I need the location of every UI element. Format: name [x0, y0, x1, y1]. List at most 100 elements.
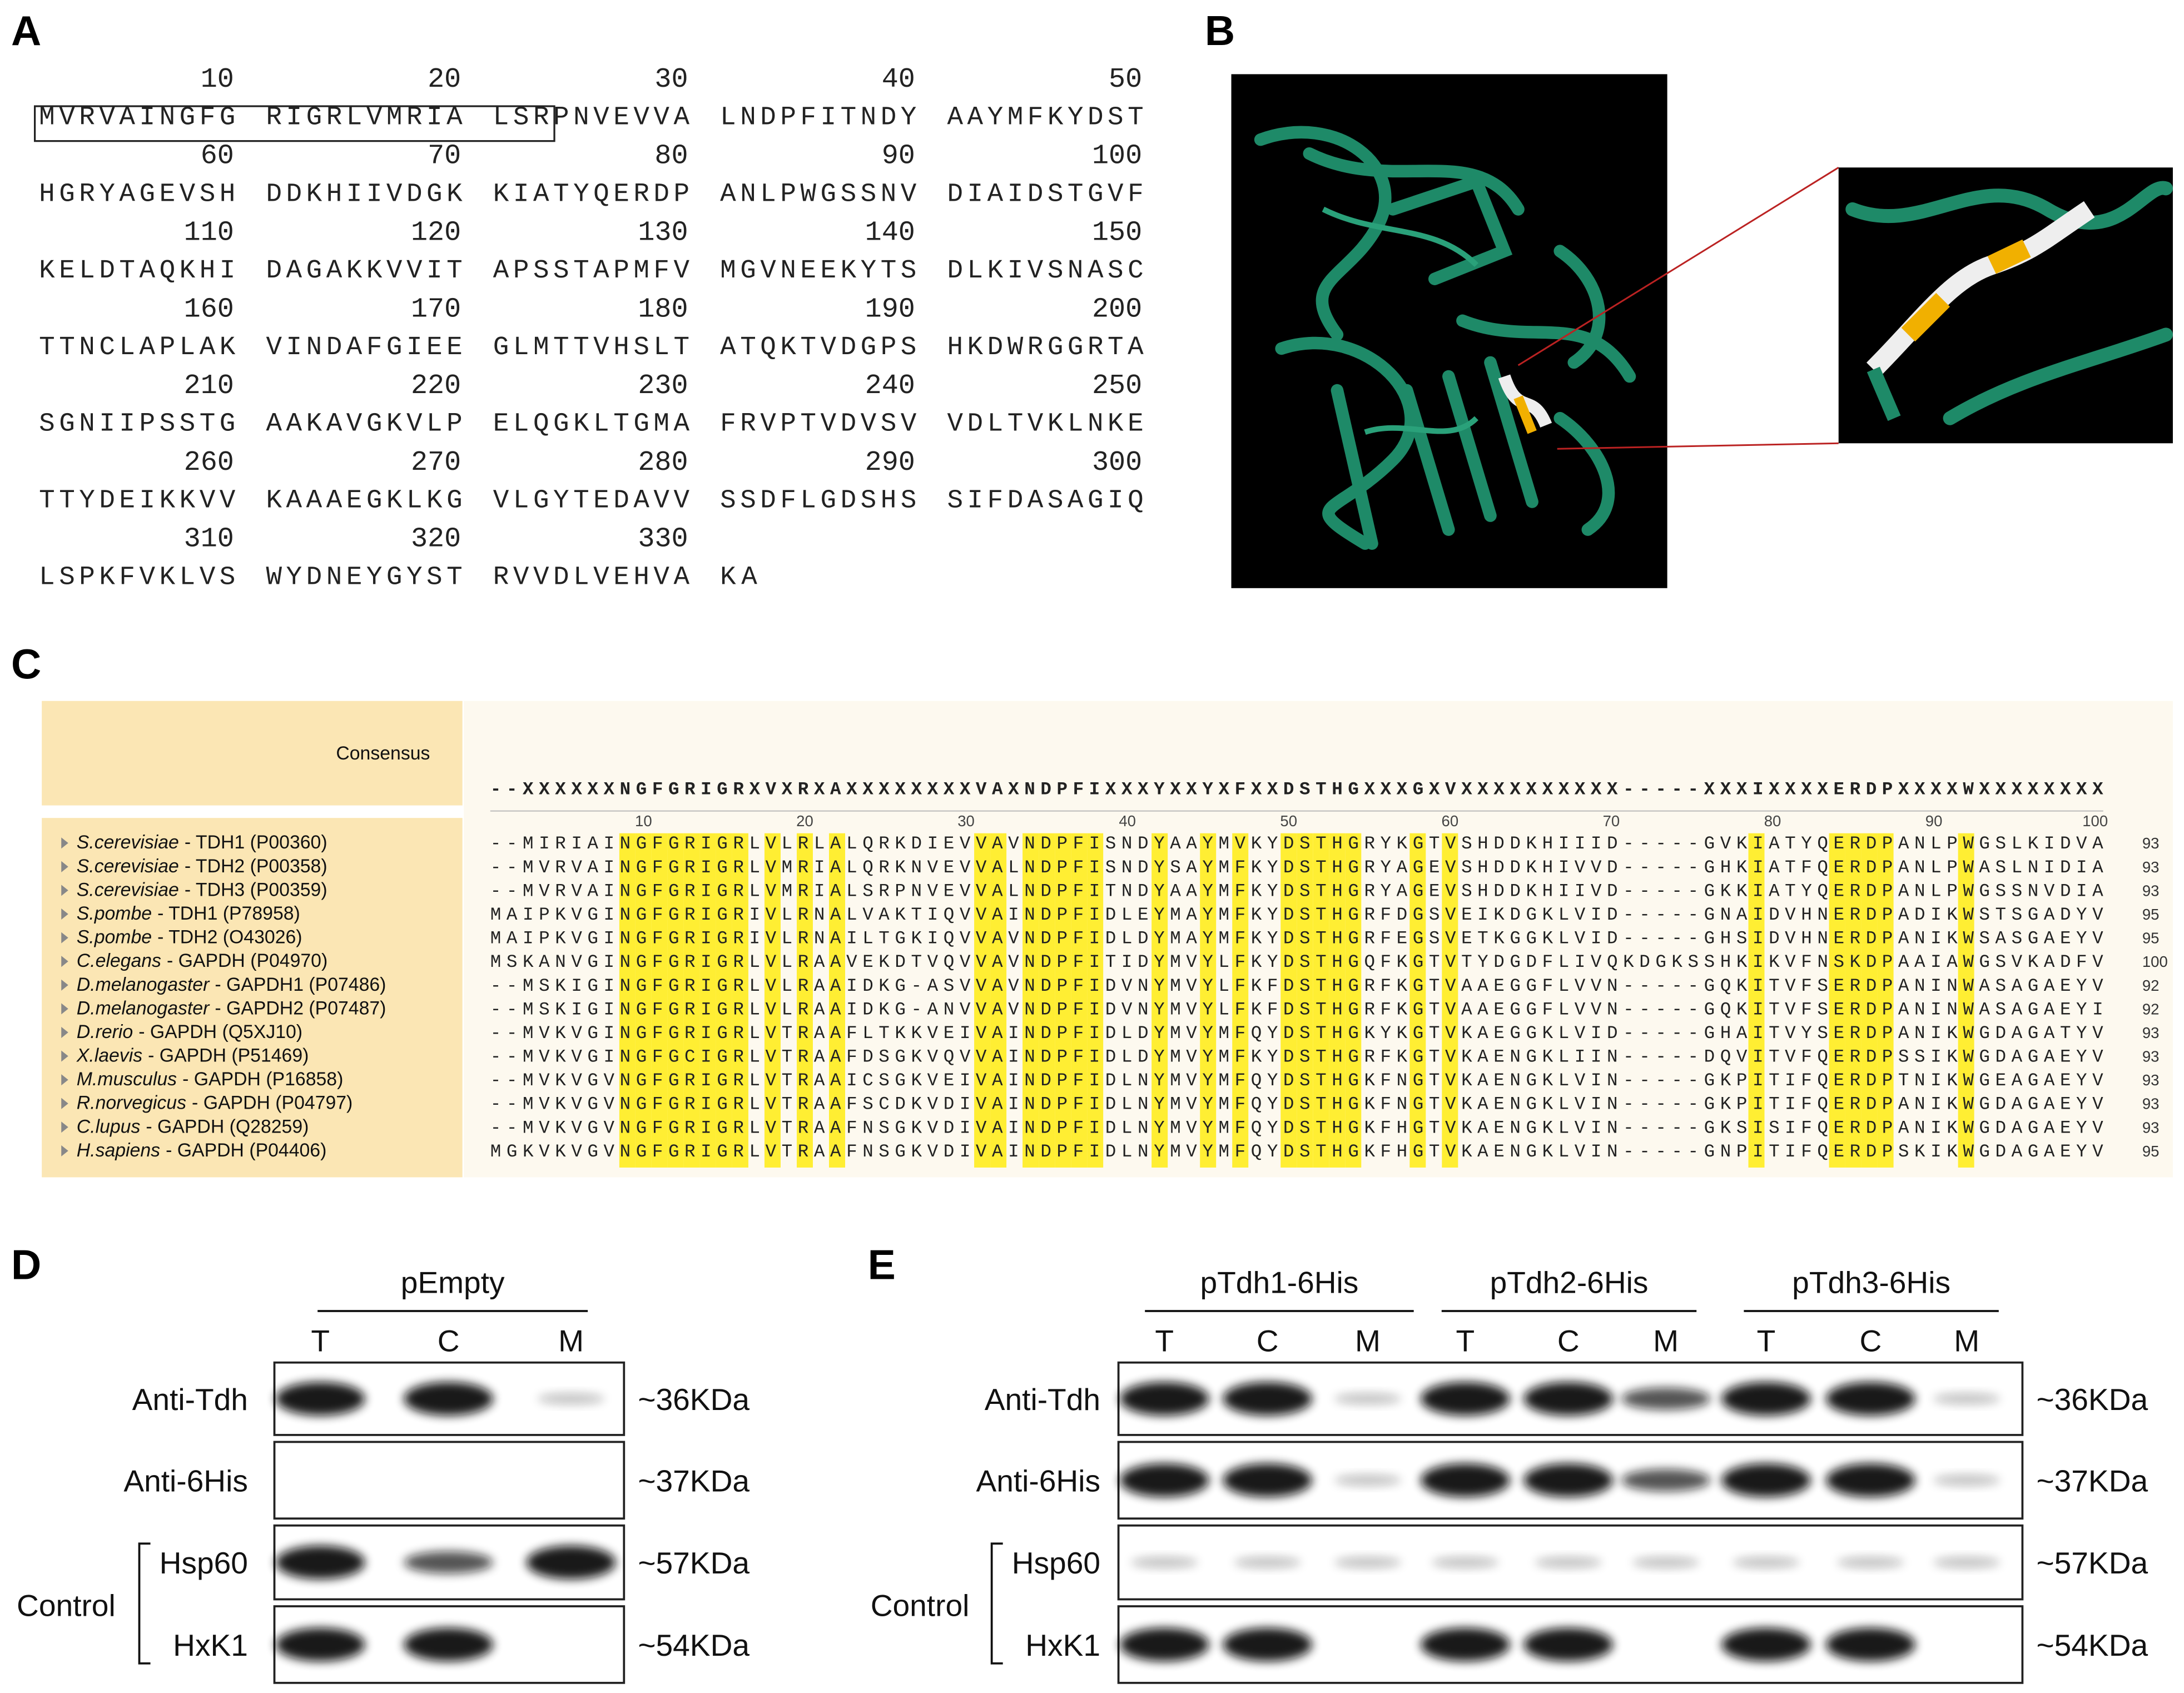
- row-end-number: 95: [2142, 906, 2160, 923]
- band: [537, 1393, 605, 1404]
- protein-name: - GAPDH2 (P07487): [215, 997, 386, 1019]
- sequence-block: RIGRLVMRIA: [266, 103, 463, 133]
- sequence-block: ATQKTVDGPS: [720, 332, 916, 363]
- antibody-label: HxK1: [1025, 1628, 1100, 1662]
- species-name: S.cerevisiae: [77, 832, 179, 853]
- residue-number: 320: [411, 524, 461, 555]
- group-bracket: [990, 1542, 1003, 1665]
- row-arrow: [61, 956, 68, 967]
- protein-name: - GAPDH (P16858): [182, 1069, 343, 1090]
- consensus-label: Consensus: [336, 743, 430, 764]
- conserved-column: [1345, 833, 1362, 1168]
- conserved-column: [1200, 833, 1217, 1168]
- antibody-label: Anti-6His: [123, 1463, 248, 1498]
- species-label: H.sapiens - GAPDH (P04406): [77, 1140, 327, 1161]
- residue-number: 130: [638, 217, 688, 249]
- lane-label: C: [1257, 1324, 1279, 1358]
- species-label: C.lupus - GAPDH (Q28259): [77, 1116, 309, 1137]
- highlights: [619, 833, 1974, 1168]
- sequence-block: AAYMFKYDST: [947, 103, 1143, 133]
- band: [1334, 1393, 1402, 1404]
- sequence-block: HGRYAGEVSH: [39, 179, 235, 209]
- size-label: ~36KDa: [2036, 1382, 2148, 1417]
- sequence-block: MGVNEEKYTS: [720, 256, 916, 286]
- size-label: ~37KDa: [2036, 1463, 2148, 1498]
- condition-label: pTdh1-6His: [1200, 1265, 1359, 1299]
- row-arrow: [61, 1026, 68, 1038]
- band: [1621, 1469, 1711, 1492]
- band: [1837, 1557, 1904, 1568]
- row-end-number: 100: [2142, 953, 2168, 970]
- band: [1131, 1557, 1198, 1568]
- sequence-block: VLGYTEDAVV: [493, 486, 690, 516]
- sequence-block: LNDPFITNDY: [720, 103, 916, 133]
- band: [1523, 1382, 1613, 1416]
- band: [1523, 1463, 1613, 1497]
- panel-label: A: [11, 7, 41, 54]
- conserved-column: [619, 833, 636, 1168]
- conserved-column: [1409, 833, 1426, 1168]
- band: [1120, 1382, 1209, 1416]
- conserved-column: [651, 833, 668, 1168]
- residue-number: 10: [201, 64, 234, 96]
- conserved-column: [635, 833, 652, 1168]
- conserved-column: [1861, 833, 1878, 1168]
- band: [1733, 1557, 1800, 1568]
- residue-number: 330: [638, 524, 688, 555]
- conserved-column: [1232, 833, 1249, 1168]
- species-label: S.pombe - TDH2 (O43026): [77, 927, 302, 948]
- band: [1421, 1382, 1510, 1416]
- sequence-block: VINDAFGIEE: [266, 332, 462, 363]
- conserved-column: [699, 833, 716, 1168]
- ruler-number: 80: [1764, 812, 1781, 830]
- species-name: X.laevis: [76, 1045, 142, 1066]
- band: [1535, 1557, 1602, 1568]
- antibody-label: Hsp60: [160, 1546, 248, 1580]
- ruler-number: 20: [796, 812, 813, 830]
- conserved-column: [1313, 833, 1329, 1168]
- ruler-number: 60: [1442, 812, 1459, 830]
- size-label: ~37KDa: [638, 1463, 749, 1498]
- residue-number: 290: [865, 447, 915, 479]
- band: [1826, 1463, 1915, 1497]
- sequence-block: MVRVAINGFG: [39, 103, 235, 133]
- conserved-column: [732, 833, 748, 1168]
- lane-label: M: [1355, 1324, 1381, 1358]
- highlight-box: [33, 105, 555, 142]
- species-name: M.musculus: [77, 1069, 177, 1090]
- species-name: C.lupus: [77, 1116, 141, 1137]
- row-arrow: [61, 932, 68, 944]
- conserved-column: [974, 833, 991, 1168]
- species-label: S.cerevisiae - TDH3 (P00359): [77, 879, 327, 900]
- sequence-block: DIAIDSTGVF: [947, 179, 1143, 209]
- size-label: ~57KDa: [2036, 1546, 2148, 1580]
- sequence-block: FRVPTVDVSV: [720, 409, 917, 439]
- conserved-column: [1055, 833, 1071, 1168]
- residue-number: 20: [428, 64, 461, 96]
- protein-name: - GAPDH (P04406): [166, 1140, 326, 1161]
- group-label: Control: [17, 1588, 116, 1623]
- residue-number: 40: [882, 64, 915, 96]
- residue-number: 210: [184, 370, 234, 402]
- species-name: S.pombe: [77, 903, 152, 924]
- ruler-number: 10: [635, 812, 652, 830]
- row-end-number: 93: [2142, 1119, 2160, 1136]
- residue-number: 260: [184, 447, 234, 479]
- sequence-block: KIATYQERDP: [493, 179, 689, 209]
- residue-number: 310: [184, 524, 234, 555]
- band: [1933, 1393, 2001, 1404]
- residue-number: 270: [411, 447, 461, 479]
- residue-number: 110: [184, 217, 234, 249]
- sequence-block: KELDTAQKHI: [39, 256, 235, 286]
- group-bracket: [138, 1542, 151, 1665]
- band: [404, 1382, 493, 1416]
- lane-label: C: [1557, 1324, 1580, 1358]
- protein-name: - GAPDH (P51469): [148, 1045, 309, 1066]
- residue-number: 230: [638, 370, 688, 402]
- sequence-block: KAAAEGKLKG: [266, 486, 462, 516]
- row-end-number: 93: [2142, 1071, 2160, 1089]
- species-label: S.cerevisiae - TDH1 (P00360): [77, 832, 327, 853]
- residue-number: 60: [201, 141, 234, 172]
- row-arrow: [61, 1074, 68, 1086]
- panel-label: E: [868, 1241, 896, 1288]
